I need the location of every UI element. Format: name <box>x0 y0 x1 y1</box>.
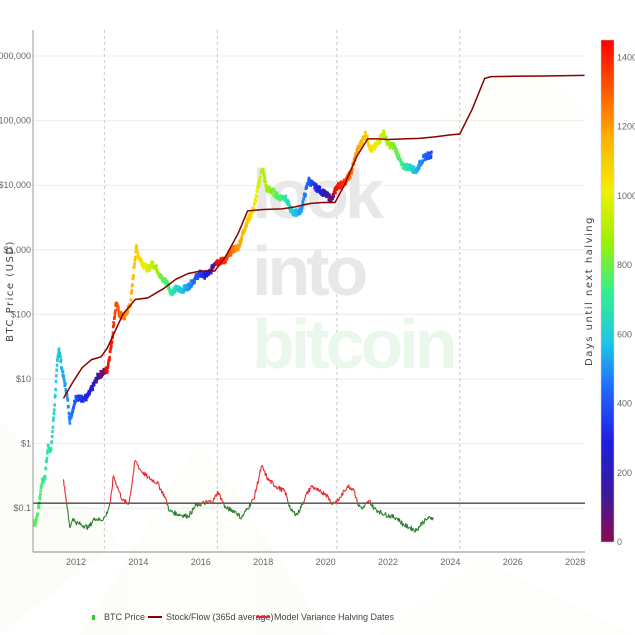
background-pattern <box>0 60 635 635</box>
colorbar-tick-label: 1200 <box>617 122 635 132</box>
colorbar-tick-label: 1400 <box>617 52 635 62</box>
legend-item-model-variance[interactable]: Model Variance <box>256 612 336 622</box>
colorbar-tick-label: 800 <box>617 260 632 270</box>
colorbar-ticks: 0 200 400 600 800 1000 1200 1400 <box>617 52 635 547</box>
gridlines <box>33 55 585 509</box>
line-swatch-icon <box>256 616 270 618</box>
watermark: look into bitcoin <box>252 155 458 383</box>
model-variance-series <box>62 460 434 533</box>
watermark-bitcoin: bitcoin <box>252 305 454 383</box>
line-swatch-icon <box>148 616 162 618</box>
colorbar-tick-label: 400 <box>617 399 632 409</box>
legend-label: Model Variance <box>274 612 336 622</box>
x-tick-label: 2012 <box>66 557 86 567</box>
y-tick-label: $1 <box>21 439 31 449</box>
colorbar-tick-label: 600 <box>617 329 632 339</box>
y-tick-label: $100,000 <box>0 116 31 126</box>
x-tick-label: 2022 <box>378 557 398 567</box>
y-tick-label: $0.1 <box>13 503 31 513</box>
legend-item-stock-flow[interactable]: Stock/Flow (365d average) <box>148 612 274 622</box>
watermark-into: into <box>252 232 367 310</box>
y-tick-label: $1,000 <box>3 245 31 255</box>
dotted-line-swatch-icon <box>320 616 334 618</box>
y-axis-title: BTC Price (USD) <box>5 240 16 342</box>
dot-marker-icon <box>92 614 95 620</box>
x-tick-label: 2018 <box>253 557 273 567</box>
colorbar-tick-label: 200 <box>617 468 632 478</box>
plot-area <box>33 74 585 533</box>
legend-label: BTC Price <box>104 612 146 622</box>
colorbar-tick-label: 0 <box>617 537 622 547</box>
legend-label: Halving Dates <box>338 612 395 622</box>
x-tick-label: 2020 <box>316 557 336 567</box>
x-tick-label: 2028 <box>565 557 585 567</box>
halving-date-lines <box>103 30 461 552</box>
y-tick-label: $10 <box>16 374 31 384</box>
x-axis-ticks: 2012 2014 2016 2018 2020 2022 2024 2026 2028 <box>66 557 585 567</box>
colorbar-title: Days until next halving <box>584 216 595 366</box>
y-tick-label: $10,000 <box>0 180 31 190</box>
legend-item-btc-price[interactable]: BTC Price <box>92 612 145 622</box>
btc-price-series <box>33 129 433 527</box>
y-axis-ticks: $0.1 $1 $10 $100 $1,000 $10,000 $100,000 $1,000… <box>0 51 31 513</box>
x-tick-label: 2014 <box>128 557 148 567</box>
y-tick-label: $100 <box>11 309 31 319</box>
x-tick-label: 2026 <box>503 557 523 567</box>
legend-item-halving-dates[interactable]: Halving Dates <box>320 612 394 622</box>
colorbar-tick-label: 1000 <box>617 191 635 201</box>
legend-label: Stock/Flow (365d average) <box>166 612 274 622</box>
x-tick-label: 2024 <box>440 557 460 567</box>
legend: BTC Price Stock/Flow (365d average) Mode… <box>0 612 635 626</box>
stock-flow-line <box>62 74 585 399</box>
y-tick-label: $1,000,000 <box>0 51 31 61</box>
x-tick-label: 2016 <box>191 557 211 567</box>
colorbar <box>600 39 615 543</box>
